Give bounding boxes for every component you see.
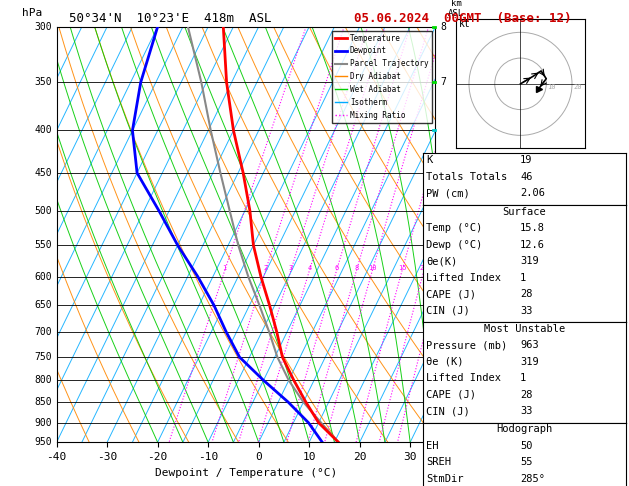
X-axis label: Dewpoint / Temperature (°C): Dewpoint / Temperature (°C) (155, 468, 337, 478)
Text: 4: 4 (440, 260, 446, 269)
Text: 15: 15 (398, 264, 406, 271)
Text: 1: 1 (520, 273, 526, 283)
Text: 963: 963 (520, 340, 539, 350)
Text: kt: kt (459, 19, 470, 29)
Text: CAPE (J): CAPE (J) (426, 289, 476, 299)
Text: StmDir: StmDir (426, 474, 464, 484)
Text: 50: 50 (520, 441, 533, 451)
Text: 650: 650 (35, 300, 52, 311)
Text: 1: 1 (223, 264, 227, 271)
Text: 350: 350 (35, 77, 52, 87)
Text: 900: 900 (35, 418, 52, 428)
Text: 300: 300 (35, 22, 52, 32)
Text: 55: 55 (520, 457, 533, 468)
Text: EH: EH (426, 441, 438, 451)
Text: 10: 10 (368, 264, 377, 271)
Text: CIN (J): CIN (J) (426, 406, 470, 417)
Text: θe(K): θe(K) (426, 256, 457, 266)
Text: Pressure (mb): Pressure (mb) (426, 340, 507, 350)
Text: θe (K): θe (K) (426, 357, 464, 367)
Text: K: K (426, 155, 432, 165)
Text: 8: 8 (440, 22, 446, 32)
Text: Dewp (°C): Dewp (°C) (426, 240, 482, 250)
Text: 50°34'N  10°23'E  418m  ASL: 50°34'N 10°23'E 418m ASL (69, 12, 271, 25)
Text: 2: 2 (440, 371, 446, 381)
Text: 05.06.2024  00GMT  (Base: 12): 05.06.2024 00GMT (Base: 12) (353, 12, 571, 25)
Text: 33: 33 (520, 406, 533, 417)
Text: 5: 5 (440, 227, 446, 237)
Text: 10: 10 (547, 84, 556, 90)
Text: 600: 600 (35, 272, 52, 281)
Text: Temp (°C): Temp (°C) (426, 223, 482, 233)
Text: 20: 20 (573, 84, 582, 90)
Text: 8: 8 (354, 264, 359, 271)
Text: 20: 20 (420, 264, 428, 271)
Text: km
ASL: km ASL (448, 0, 464, 18)
Text: Surface: Surface (503, 207, 546, 217)
Text: PW (cm): PW (cm) (426, 188, 470, 198)
Text: Lifted Index: Lifted Index (426, 273, 501, 283)
Text: 28: 28 (520, 390, 533, 400)
Text: 950: 950 (35, 437, 52, 447)
Text: 25: 25 (437, 264, 445, 271)
Text: CIN (J): CIN (J) (426, 306, 470, 316)
Legend: Temperature, Dewpoint, Parcel Trajectory, Dry Adiabat, Wet Adiabat, Isotherm, Mi: Temperature, Dewpoint, Parcel Trajectory… (332, 31, 431, 122)
Text: 550: 550 (35, 240, 52, 250)
Text: 319: 319 (520, 256, 539, 266)
Text: 3: 3 (289, 264, 293, 271)
Text: SREH: SREH (426, 457, 451, 468)
Text: 46: 46 (520, 172, 533, 182)
Text: 15.8: 15.8 (520, 223, 545, 233)
Text: 285°: 285° (520, 474, 545, 484)
Text: 2.06: 2.06 (520, 188, 545, 198)
Text: Hodograph: Hodograph (496, 424, 552, 434)
Text: Lifted Index: Lifted Index (426, 373, 501, 383)
Text: 450: 450 (35, 168, 52, 178)
Text: 1: 1 (440, 418, 446, 428)
Text: 319: 319 (520, 357, 539, 367)
Text: Totals Totals: Totals Totals (426, 172, 507, 182)
Text: 7: 7 (440, 77, 446, 87)
Text: 6: 6 (335, 264, 338, 271)
Text: 28: 28 (520, 289, 533, 299)
Text: LCL: LCL (440, 430, 455, 439)
Text: 850: 850 (35, 397, 52, 407)
Text: 12.6: 12.6 (520, 240, 545, 250)
Text: 6: 6 (440, 160, 446, 170)
Text: hPa: hPa (22, 8, 42, 18)
Text: CAPE (J): CAPE (J) (426, 390, 476, 400)
Text: Mixing Ratio (g/kg): Mixing Ratio (g/kg) (480, 179, 489, 290)
Text: 33: 33 (520, 306, 533, 316)
Text: 400: 400 (35, 125, 52, 136)
Text: 500: 500 (35, 206, 52, 216)
Text: 3: 3 (440, 317, 446, 327)
Text: 700: 700 (35, 327, 52, 337)
Text: Most Unstable: Most Unstable (484, 324, 565, 334)
Text: 2: 2 (264, 264, 268, 271)
Text: 800: 800 (35, 375, 52, 385)
Text: 19: 19 (520, 155, 533, 165)
Text: 750: 750 (35, 352, 52, 362)
Text: 1: 1 (520, 373, 526, 383)
Text: 4: 4 (308, 264, 311, 271)
